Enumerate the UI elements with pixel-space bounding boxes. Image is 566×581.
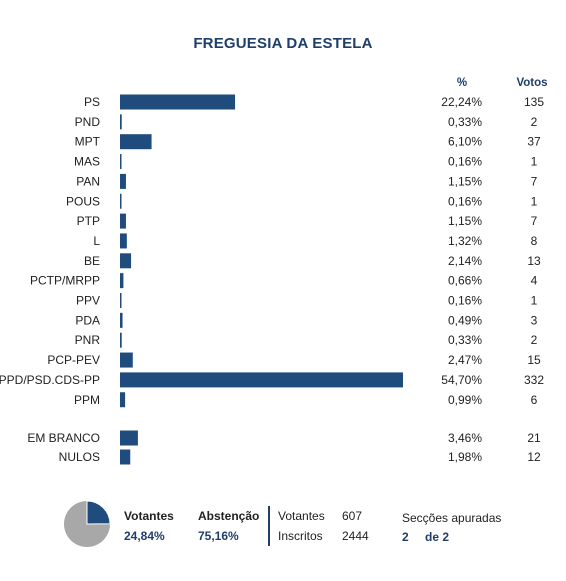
pct-value: 0,16% bbox=[448, 194, 482, 208]
votes-value: 21 bbox=[527, 431, 541, 445]
category-label: PAN bbox=[76, 174, 100, 188]
category-label: PPV bbox=[76, 294, 100, 308]
abstencao-label: Abstenção bbox=[198, 509, 260, 523]
votes-value: 1 bbox=[531, 194, 538, 208]
bar bbox=[120, 134, 152, 150]
inscritos-count: 2444 bbox=[342, 529, 369, 543]
pct-value: 0,33% bbox=[448, 333, 482, 347]
bar bbox=[120, 392, 126, 408]
bar bbox=[120, 430, 138, 446]
votes-value: 135 bbox=[524, 95, 544, 109]
votes-value: 4 bbox=[531, 274, 538, 288]
pct-value: 0,33% bbox=[448, 115, 482, 129]
votes-value: 332 bbox=[524, 373, 544, 387]
votes-value: 2 bbox=[531, 333, 538, 347]
bar bbox=[120, 253, 132, 269]
pct-value: 6,10% bbox=[448, 135, 482, 149]
bar bbox=[120, 312, 123, 328]
pct-value: 22,24% bbox=[441, 95, 482, 109]
pie-voters-slice bbox=[86, 500, 111, 525]
category-label: PPD/PSD.CDS-PP bbox=[0, 373, 100, 387]
pct-value: 2,47% bbox=[448, 353, 482, 367]
pie-abstention-slice bbox=[64, 501, 110, 547]
votes-value: 2 bbox=[531, 115, 538, 129]
category-label: PPM bbox=[74, 393, 100, 407]
bar bbox=[120, 273, 124, 289]
inscritos-label: Inscritos bbox=[278, 529, 323, 543]
bar bbox=[120, 173, 126, 189]
category-label: NULOS bbox=[59, 450, 100, 464]
votes-value: 7 bbox=[531, 214, 538, 228]
category-label: PCTP/MRPP bbox=[30, 274, 100, 288]
bar bbox=[120, 372, 403, 388]
pct-value: 1,32% bbox=[448, 234, 482, 248]
votantes-label: Votantes bbox=[124, 509, 174, 523]
category-label: PNR bbox=[75, 333, 101, 347]
category-label: MPT bbox=[75, 135, 101, 149]
bar bbox=[120, 193, 122, 209]
category-label: PS bbox=[84, 95, 100, 109]
category-label: PCP-PEV bbox=[47, 353, 100, 367]
category-label: POUS bbox=[66, 194, 100, 208]
votes-value: 13 bbox=[527, 254, 541, 268]
pct-value: 0,99% bbox=[448, 393, 482, 407]
seccoes-label: Secções apuradas bbox=[402, 511, 502, 525]
bar bbox=[120, 233, 127, 249]
pct-value: 3,46% bbox=[448, 431, 482, 445]
category-label: L bbox=[93, 234, 100, 248]
category-label: PDA bbox=[75, 313, 100, 327]
votantes-count-label: Votantes bbox=[278, 509, 325, 523]
seccoes-total: de 2 bbox=[425, 530, 450, 544]
votes-value: 37 bbox=[527, 135, 541, 149]
bar bbox=[120, 154, 122, 170]
seccoes-done: 2 bbox=[402, 530, 409, 544]
bar bbox=[120, 94, 236, 110]
pct-value: 1,15% bbox=[448, 174, 482, 188]
votes-value: 7 bbox=[531, 174, 538, 188]
bar bbox=[120, 332, 122, 348]
category-label: PND bbox=[75, 115, 101, 129]
divider bbox=[268, 506, 270, 546]
votantes-count: 607 bbox=[342, 509, 363, 523]
bar bbox=[120, 449, 131, 465]
pct-value: 0,16% bbox=[448, 155, 482, 169]
votes-value: 3 bbox=[531, 313, 538, 327]
votantes-pct: 24,84% bbox=[124, 529, 165, 543]
bar bbox=[120, 213, 126, 229]
category-label: MAS bbox=[74, 155, 100, 169]
pct-value: 2,14% bbox=[448, 254, 482, 268]
votes-value: 8 bbox=[531, 234, 538, 248]
category-label: BE bbox=[84, 254, 100, 268]
pct-column-header: % bbox=[457, 77, 467, 89]
votes-value: 1 bbox=[531, 294, 538, 308]
votes-value: 1 bbox=[531, 155, 538, 169]
pct-value: 0,66% bbox=[448, 274, 482, 288]
bar bbox=[120, 352, 133, 368]
turnout-pie bbox=[64, 500, 111, 547]
bar bbox=[120, 114, 122, 130]
pct-value: 0,49% bbox=[448, 313, 482, 327]
votes-value: 6 bbox=[531, 393, 538, 407]
category-label: PTP bbox=[77, 214, 100, 228]
votes-value: 12 bbox=[527, 450, 541, 464]
chart-title: FREGUESIA DA ESTELA bbox=[193, 35, 373, 52]
pct-value: 1,98% bbox=[448, 450, 482, 464]
category-label: EM BRANCO bbox=[27, 431, 100, 445]
abstencao-pct: 75,16% bbox=[198, 529, 239, 543]
votes-value: 15 bbox=[527, 353, 541, 367]
bar bbox=[120, 293, 122, 308]
pct-value: 0,16% bbox=[448, 294, 482, 308]
pct-value: 54,70% bbox=[441, 373, 482, 387]
votes-column-header: Votos bbox=[516, 77, 547, 89]
pct-value: 1,15% bbox=[448, 214, 482, 228]
